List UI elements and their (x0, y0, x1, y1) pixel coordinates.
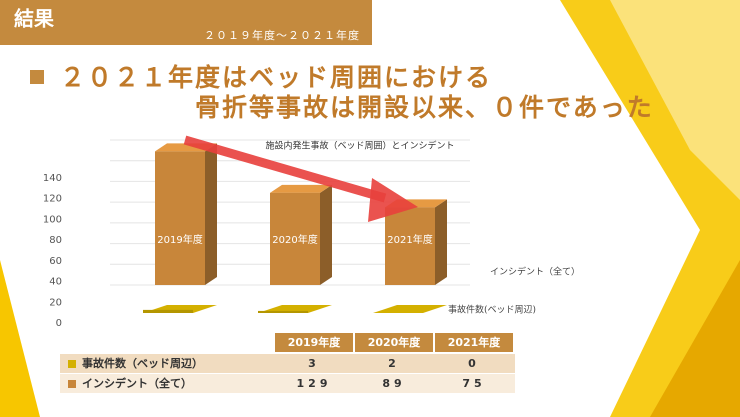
table-value: 0 (468, 357, 480, 370)
table-row (60, 374, 515, 393)
table-row-label: インシデント（全て） (82, 376, 192, 390)
header-bar (0, 0, 372, 45)
headline: ２０２１年度はベッド周囲における (60, 63, 492, 92)
y-tick-label: 100 (43, 214, 62, 225)
bullet (30, 70, 44, 84)
legend-swatch (68, 380, 76, 388)
table-row (60, 354, 515, 373)
table-header-cell (355, 333, 433, 352)
arrow (183, 135, 418, 222)
y-tick-label: 0 (56, 318, 62, 329)
decoration (0, 260, 40, 417)
table-value: 89 (382, 377, 405, 390)
bar-side (435, 199, 447, 285)
bar-side (320, 184, 332, 285)
table-value: 2 (388, 357, 400, 370)
y-tick-label: 60 (49, 256, 62, 267)
y-tick-label: 120 (43, 194, 62, 205)
y-tick-label: 40 (49, 277, 62, 288)
bar-front (258, 310, 308, 313)
headline: 骨折等事故は開設以来、０件であった (195, 93, 654, 122)
table-header-cell (275, 333, 353, 352)
table-row-label: 事故件数（ベッド周辺） (82, 356, 203, 370)
table-header-cell (435, 333, 513, 352)
bar-label: 2019年度 (157, 233, 202, 246)
bar-label: 2020年度 (272, 233, 317, 246)
arrow-head (368, 178, 418, 222)
bar-top (270, 184, 332, 193)
y-tick-label: 80 (49, 235, 62, 246)
decoration (610, 0, 740, 200)
bar (155, 151, 205, 285)
table-value: 129 (297, 377, 332, 390)
y-tick-label: 20 (49, 297, 62, 308)
bar (270, 192, 320, 285)
decoration (650, 260, 740, 417)
bar-label: 2021年度 (387, 233, 432, 246)
header-title: 結果 (14, 7, 54, 31)
bar-side (205, 143, 217, 285)
bar (373, 305, 447, 313)
bar (385, 207, 435, 285)
table-value: 75 (462, 377, 485, 390)
table-header: 2019年度 (288, 335, 342, 349)
arrow-line (183, 135, 387, 203)
legend-swatch (68, 360, 76, 368)
chart-title: 施設内発生事故（ベッド周囲）とインシデント (265, 140, 454, 152)
legend-label: インシデント（全て） (490, 266, 580, 278)
bar-front (143, 309, 193, 313)
legend-label: 事故件数(ベッド周辺) (448, 304, 536, 316)
table-value: 3 (308, 357, 320, 370)
table-header: 2021年度 (448, 335, 502, 349)
table-header: 2020年度 (368, 335, 422, 349)
y-tick-label: 140 (43, 173, 62, 184)
header-period: ２０１９年度～２０２１年度 (204, 28, 360, 42)
